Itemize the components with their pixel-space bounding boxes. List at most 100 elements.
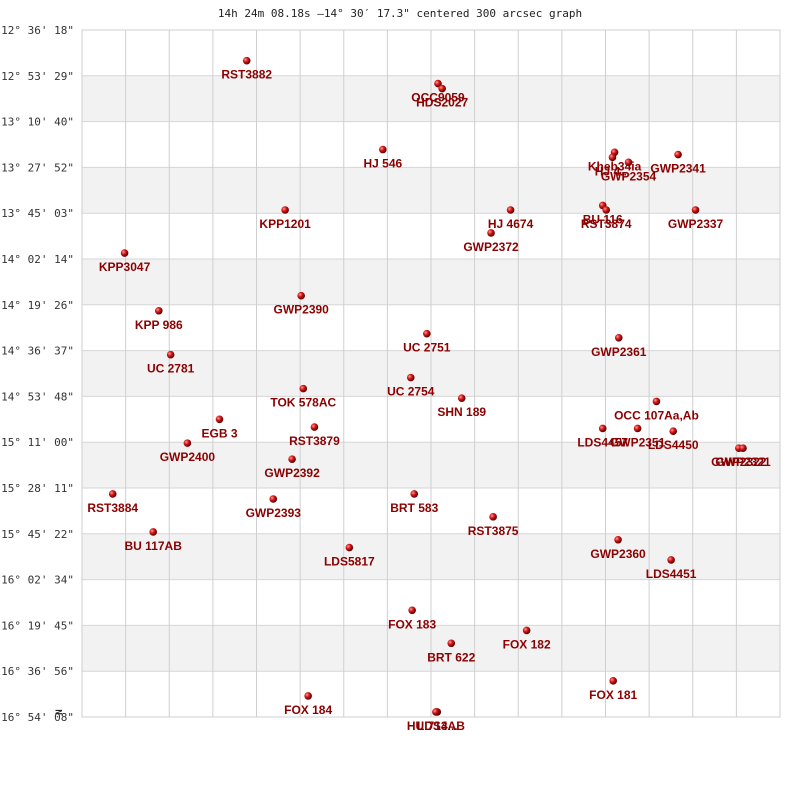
star-marker	[602, 206, 610, 214]
star-label: KPP1201	[259, 217, 311, 231]
star-marker	[299, 384, 308, 393]
y-tick-label: -16° 19' 45"	[0, 619, 74, 632]
star-label: LDS4...	[417, 719, 458, 733]
star-point[interactable]: GWP2337	[668, 206, 724, 231]
star-marker	[739, 444, 747, 452]
star-marker	[410, 490, 419, 498]
star-point[interactable]: LDS4457	[577, 424, 628, 450]
star-marker	[166, 350, 175, 359]
star-point[interactable]: BRT 622	[427, 639, 476, 664]
star-point[interactable]: GWP2321	[715, 444, 771, 469]
star-label: GWP2322	[711, 455, 767, 469]
star-marker	[608, 153, 617, 162]
star-label: HJ 546	[363, 157, 402, 171]
star-marker	[154, 306, 163, 315]
star-marker	[432, 708, 440, 716]
star-point[interactable]: HJ 546	[363, 145, 403, 171]
star-label: RST3879	[289, 434, 340, 448]
star-marker	[624, 158, 633, 167]
star-point[interactable]: LDS4450	[648, 427, 699, 452]
y-tick-label: -16° 36' 56"	[0, 665, 74, 678]
star-label: FOX 183	[388, 617, 436, 631]
star-marker	[120, 249, 129, 257]
star-marker	[674, 150, 682, 159]
star-label: FOX 182	[503, 637, 551, 651]
star-point[interactable]: RST3879	[289, 423, 340, 448]
star-label: FOX 184	[284, 703, 332, 717]
star-point[interactable]: RST3874	[581, 206, 632, 231]
star-point[interactable]: FOX 183	[388, 606, 436, 631]
star-point[interactable]: GWP2354	[601, 158, 657, 184]
star-point[interactable]: KPP3047	[99, 249, 151, 274]
star-point[interactable]: HJ 4674	[488, 206, 534, 231]
star-marker	[652, 397, 661, 406]
star-point[interactable]: RST3882	[221, 56, 272, 82]
star-label: HU 713AB	[407, 719, 465, 733]
y-tick-label: -13° 45' 03"	[0, 207, 74, 220]
star-point[interactable]: KPP1201	[259, 206, 311, 231]
star-point[interactable]: GWP2393	[246, 495, 302, 520]
star-point[interactable]: EGB 3	[201, 415, 238, 441]
star-point[interactable]: BRT 583	[390, 490, 439, 515]
star-marker	[614, 333, 623, 342]
star-label: RST3884	[87, 501, 138, 515]
star-point[interactable]: RST3875	[468, 513, 519, 538]
star-point[interactable]: GWP2361	[591, 333, 647, 359]
star-point[interactable]: GWP2341	[650, 150, 706, 176]
y-tick-label: -14° 02' 14"	[0, 253, 74, 266]
star-marker	[691, 206, 700, 214]
star-marker	[667, 556, 675, 564]
star-label: RST3875	[468, 524, 519, 538]
star-marker	[242, 56, 251, 65]
star-point[interactable]: GWP2392	[264, 455, 320, 480]
star-label: UC 2754	[387, 385, 435, 399]
star-point[interactable]: UC 2751	[403, 329, 451, 355]
star-label: TOK 578AC	[270, 396, 336, 410]
star-point[interactable]: KPP 986	[135, 306, 183, 332]
star-marker	[487, 229, 495, 237]
star-marker	[281, 206, 289, 214]
star-point[interactable]: UC 2754	[387, 373, 435, 399]
y-tick-label: -12° 36' 18"	[0, 24, 74, 37]
star-point[interactable]: OCC 107Aa,Ab	[614, 397, 699, 423]
star-marker	[457, 394, 466, 403]
star-marker	[108, 490, 117, 498]
star-point[interactable]: TOK 578AC	[270, 384, 336, 410]
star-point[interactable]: GWP2372	[463, 229, 519, 254]
star-marker	[598, 424, 607, 433]
star-label: RST3874	[581, 217, 632, 231]
star-marker	[408, 606, 416, 615]
star-marker	[269, 495, 278, 503]
star-point[interactable]: UC 2781	[147, 350, 195, 376]
star-label: GWP2400	[160, 450, 216, 464]
star-point[interactable]: OCC9059	[411, 79, 465, 105]
star-marker	[447, 639, 456, 648]
plot-frame	[81, 29, 781, 718]
star-point[interactable]: FOX 184	[284, 692, 332, 717]
y-tick-label: -12° 53' 29"	[0, 70, 74, 83]
star-point[interactable]: SHN 189	[437, 394, 486, 419]
star-point[interactable]: FOX 182	[503, 626, 551, 652]
star-point[interactable]: HJ 4...	[595, 153, 630, 179]
star-label: GWP2337	[668, 217, 724, 231]
star-point[interactable]: GWP2360	[590, 535, 646, 561]
star-point[interactable]: BU 117AB	[125, 528, 183, 553]
star-point[interactable]: HU 713AB	[407, 708, 465, 733]
star-label: GWP2321	[715, 455, 771, 469]
star-point[interactable]: GWP2351	[610, 424, 666, 450]
star-label: SHN 189	[437, 405, 486, 419]
star-marker	[633, 424, 642, 433]
star-point[interactable]: GWP2390	[273, 291, 329, 317]
star-point[interactable]: RST3884	[87, 490, 138, 515]
star-point[interactable]: FOX 181	[589, 677, 638, 702]
star-point[interactable]: LDS4451	[646, 556, 697, 581]
star-marker	[345, 543, 354, 552]
star-marker	[304, 692, 312, 700]
star-label: BRT 622	[427, 650, 475, 664]
star-point[interactable]: HDS2027	[416, 84, 469, 110]
star-point[interactable]: LDS5817	[324, 543, 375, 569]
star-point[interactable]: GWP2400	[160, 439, 216, 464]
star-label: GWP2361	[591, 345, 647, 359]
star-marker	[297, 291, 305, 300]
star-label: FOX 181	[589, 688, 637, 702]
